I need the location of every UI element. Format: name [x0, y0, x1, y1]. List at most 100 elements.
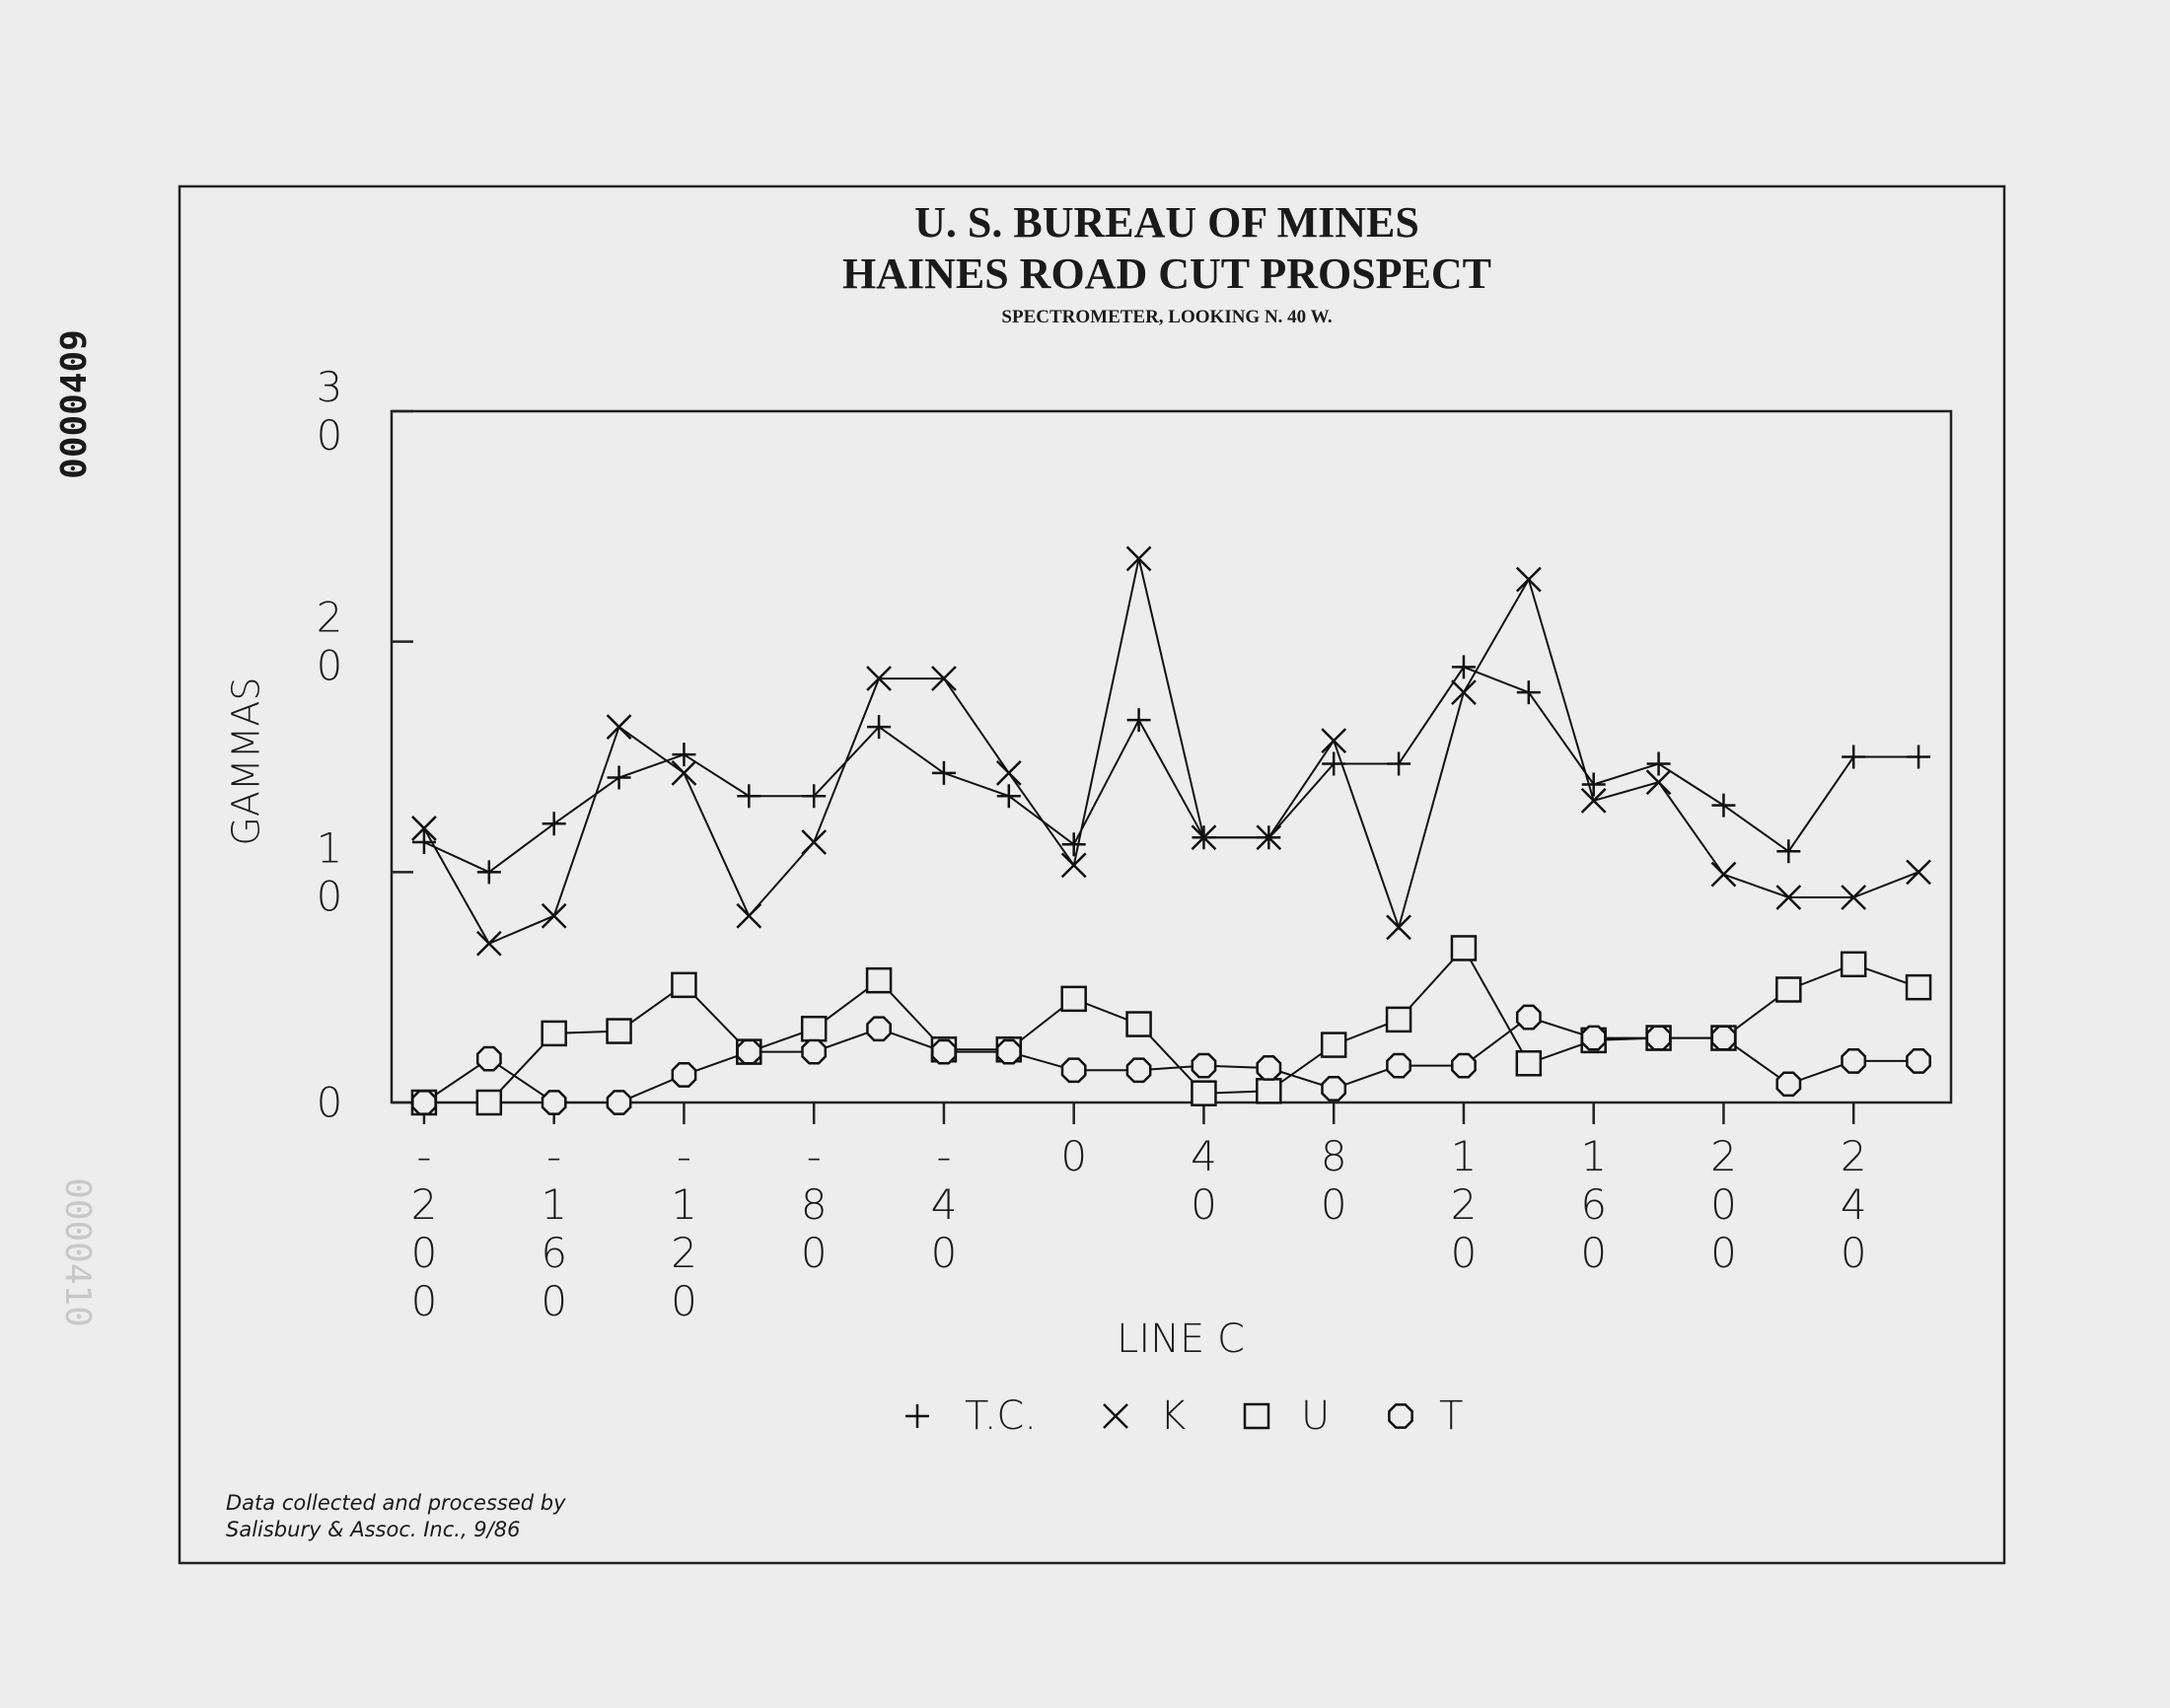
stamp-bleed: 0000410 [57, 1177, 98, 1327]
data-point [1580, 1025, 1607, 1051]
chart-subtitle: HAINES ROAD CUT PROSPECT [842, 249, 1491, 298]
frame [178, 184, 2006, 1565]
data-point [1060, 852, 1087, 879]
chart-caption: SPECTROMETER, LOOKING N. 40 W. [1001, 307, 1332, 327]
data-point [996, 784, 1021, 809]
data-point [801, 1038, 828, 1065]
data-point [866, 1016, 892, 1042]
x-tick-label: 240 [1830, 1132, 1878, 1277]
data-point [1775, 1071, 1802, 1098]
data-point [475, 1045, 502, 1072]
data-point [1061, 832, 1086, 857]
legend-label: K [1160, 1393, 1186, 1439]
data-point [606, 1018, 632, 1044]
x-tick-label: 80 [1310, 1132, 1358, 1229]
data-point [1451, 655, 1476, 679]
data-point [1646, 751, 1671, 776]
data-point [1840, 951, 1867, 978]
y-axis-label: GAMMAS [225, 676, 268, 845]
data-point [737, 784, 761, 809]
x-tick-label: -120 [660, 1132, 708, 1325]
data-point [1450, 935, 1478, 961]
data-point [411, 1090, 437, 1115]
data-point [542, 812, 566, 836]
data-point [1580, 788, 1607, 814]
data-point [1645, 1025, 1672, 1051]
data-point [1515, 1004, 1542, 1031]
legend-label: U [1301, 1393, 1330, 1439]
data-point [1451, 1052, 1477, 1079]
legend-marker [1243, 1402, 1270, 1430]
data-point [1321, 728, 1347, 754]
data-point [1191, 1080, 1217, 1106]
data-point [475, 1089, 503, 1116]
data-point [867, 715, 892, 740]
x-tick-label: 200 [1700, 1132, 1748, 1277]
legend-marker [905, 1404, 929, 1428]
x-tick-label: 160 [1569, 1132, 1618, 1277]
x-tick-label: -80 [790, 1132, 838, 1277]
legend-label: T [1439, 1393, 1463, 1439]
data-point [931, 666, 957, 691]
data-point [1711, 793, 1736, 818]
data-point [801, 829, 828, 855]
data-point [1842, 745, 1866, 769]
x-tick-label: 40 [1180, 1132, 1228, 1229]
data-point [411, 816, 437, 841]
data-point [1256, 1055, 1282, 1081]
data-point [1710, 1025, 1737, 1051]
data-point [1256, 1078, 1282, 1104]
data-point [1906, 1048, 1931, 1074]
data-point [736, 902, 762, 929]
data-point [931, 760, 956, 785]
x-axis-label: LINE C [1117, 1317, 1245, 1362]
data-point [1385, 1006, 1412, 1033]
data-point [866, 666, 892, 691]
data-point [800, 1015, 828, 1042]
data-point [1125, 1057, 1152, 1084]
data-point [1321, 1076, 1347, 1102]
legend-marker [1103, 1403, 1128, 1429]
data-point [1907, 745, 1931, 769]
data-point [1125, 545, 1152, 572]
data-point [411, 829, 436, 854]
data-point [671, 759, 697, 786]
data-point [1320, 1032, 1347, 1058]
y-tick-label: 10 [306, 823, 354, 920]
data-point [995, 759, 1022, 786]
data-point [606, 714, 632, 741]
data-point [1191, 1052, 1217, 1079]
data-point [1126, 708, 1151, 733]
data-point [1322, 751, 1346, 776]
data-point [541, 902, 567, 929]
data-point [1516, 680, 1541, 705]
y-tick-label: 0 [306, 1079, 354, 1127]
legend-marker [1388, 1403, 1413, 1429]
data-point [1451, 679, 1477, 705]
data-point [541, 1020, 567, 1047]
data-point [1515, 566, 1542, 593]
y-tick-label: 30 [306, 363, 354, 460]
plot-area [390, 409, 1953, 1104]
y-tick-label: 20 [306, 594, 354, 690]
data-point [475, 930, 502, 957]
chart-title: U. S. BUREAU OF MINES [914, 198, 1419, 247]
data-point [1905, 973, 1932, 1001]
footnote: Data collected and processed by [226, 1491, 566, 1515]
data-point [1256, 824, 1282, 851]
data-point [671, 1062, 697, 1088]
data-point [1387, 751, 1411, 776]
data-point [672, 743, 696, 767]
data-point [1386, 914, 1411, 941]
legend-label: T.C. [965, 1393, 1037, 1439]
data-point [671, 971, 697, 999]
x-tick-label: -40 [919, 1132, 968, 1277]
data-point [1775, 885, 1802, 910]
data-point [736, 1038, 762, 1065]
data-point [1841, 885, 1867, 910]
stamp: 0000409 [54, 329, 95, 479]
x-tick-label: 0 [1049, 1132, 1098, 1180]
data-point [1841, 1048, 1867, 1074]
